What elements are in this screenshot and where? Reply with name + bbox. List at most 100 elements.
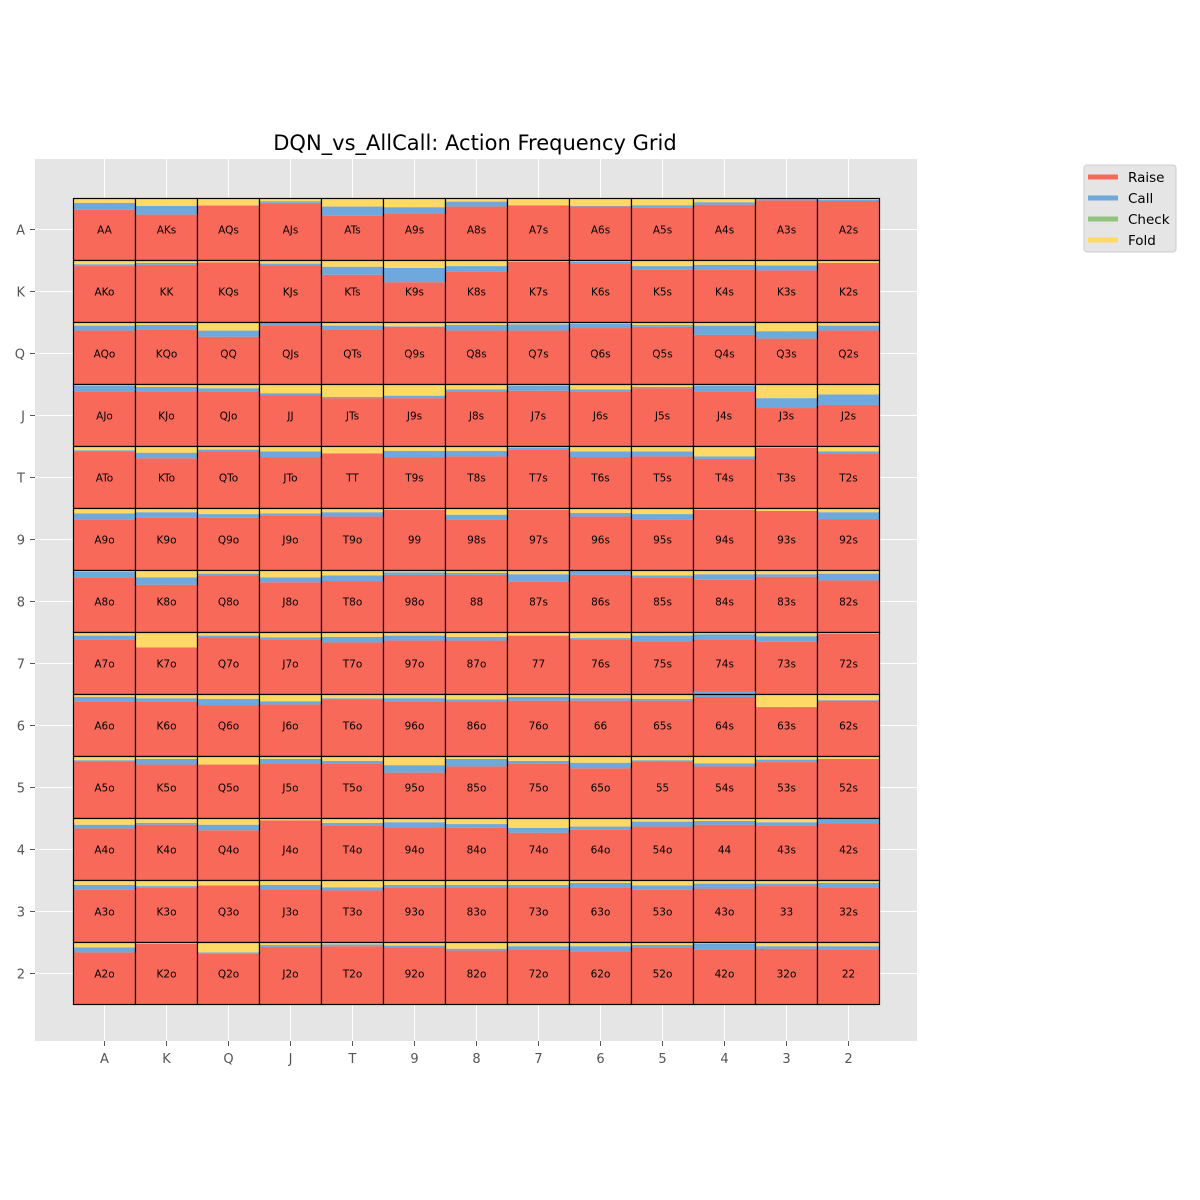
bar-segment-raise [383,509,446,571]
hand-cell-J2o: J2o [258,941,323,1006]
bar-segment-fold [445,694,508,700]
hand-label: J5o [281,783,298,795]
bar-segment-raise [259,889,322,943]
bar-segment-call [259,451,322,458]
hand-label: A3o [94,907,114,919]
hand-label: A3s [777,225,796,237]
hand-cell-T7s: T7s [506,445,571,510]
hand-cell-73s: 73s [754,631,819,696]
bar-segment-fold [755,694,818,707]
hand-cell-T5s: T5s [630,445,695,510]
bar-segment-call [817,700,880,701]
hand-label: 84s [715,597,734,609]
bar-segment-fold [445,880,508,885]
hand-label: 74s [715,659,734,671]
hand-label: KJo [158,411,174,423]
hand-cell-A4o: A4o [72,817,137,882]
bar-segment-call [693,456,756,459]
hand-cell-JTo: JTo [258,445,323,510]
bar-segment-fold [755,322,818,332]
hand-label: J3o [281,907,298,919]
hand-label: Q9s [404,349,424,361]
bar-segment-call [135,386,198,392]
hand-label: A8o [94,597,114,609]
bar-segment-raise [445,950,508,1005]
bar-segment-call [569,698,632,701]
bar-segment-raise [817,633,880,695]
bar-segment-raise [321,642,384,695]
bar-segment-call [73,385,136,392]
hand-label: 54o [653,845,673,857]
bar-segment-raise [507,635,570,695]
hand-label: T2o [342,969,363,981]
hand-label: 86o [467,721,487,733]
hand-label: 54s [715,783,734,795]
hand-label: T4s [714,473,734,485]
hand-cell-J5o: J5o [258,755,323,820]
bar-segment-fold [755,446,818,448]
hand-label: Q7o [218,659,239,671]
x-tick-label: 4 [720,1052,728,1067]
hand-cell-Q8o: Q8o [196,569,261,634]
bar-segment-call [631,205,694,208]
bar-segment-raise [817,519,880,571]
bar-segment-raise [631,326,694,385]
bar-segment-fold [569,322,632,324]
bar-segment-raise [507,832,570,881]
bar-segment-fold [817,942,880,947]
hand-cell-32s: 32s [816,879,881,944]
bar-segment-raise [507,205,570,261]
bar-segment-fold [817,632,880,634]
bar-segment-raise [693,334,756,385]
hand-label: J8s [468,411,484,423]
hand-label: 75s [653,659,672,671]
hand-cell-88: 88 [444,569,509,634]
bar-segment-call [197,824,260,831]
bar-segment-call [135,577,198,585]
bar-segment-call [321,206,384,216]
hand-label: AJo [96,411,113,423]
hand-cell-66: 66 [568,693,633,758]
x-tick-label: 8 [472,1052,480,1067]
bar-segment-fold [197,756,260,765]
hand-label: 76s [591,659,610,671]
legend-box [1083,164,1177,253]
bar-segment-call [259,637,322,640]
bar-segment-fold [197,198,260,206]
bar-segment-call [321,760,384,764]
hand-cell-AJs: AJs [258,197,323,262]
hand-cell-K7s: K7s [506,259,571,324]
bar-segment-fold [631,322,694,325]
hand-label: J6s [592,411,608,423]
bar-segment-raise [73,952,136,1005]
hand-label: 86s [591,597,610,609]
hand-cell-76o: 76o [506,693,571,758]
bar-segment-call [259,263,322,266]
legend-label-call: Call [1128,191,1153,207]
bar-segment-call [755,946,818,949]
bar-segment-raise [383,640,446,695]
bar-segment-raise [569,951,632,1005]
hand-label: 73s [777,659,796,671]
hand-label: 64s [715,721,734,733]
bar-segment-call [693,574,756,580]
hand-cell-A5s: A5s [630,197,695,262]
bar-segment-call [631,451,694,457]
bar-segment-call [569,261,632,264]
hand-cell-T6s: T6s [568,445,633,510]
bar-segment-fold [73,880,136,885]
hand-cell-J9o: J9o [258,507,323,572]
bar-segment-call [507,696,570,701]
hand-cell-AJo: AJo [72,383,137,448]
hand-cell-Q6s: Q6s [568,321,633,386]
bar-segment-raise [321,890,384,943]
bar-segment-call [569,882,632,888]
bar-segment-raise [259,820,322,881]
bar-segment-call [445,948,508,951]
bar-segment-raise [383,574,446,633]
bar-segment-fold [507,756,570,761]
hand-cell-44: 44 [692,817,757,882]
bar-segment-call [73,571,136,578]
hand-label: Q2s [838,349,858,361]
hand-cell-64s: 64s [692,691,757,758]
